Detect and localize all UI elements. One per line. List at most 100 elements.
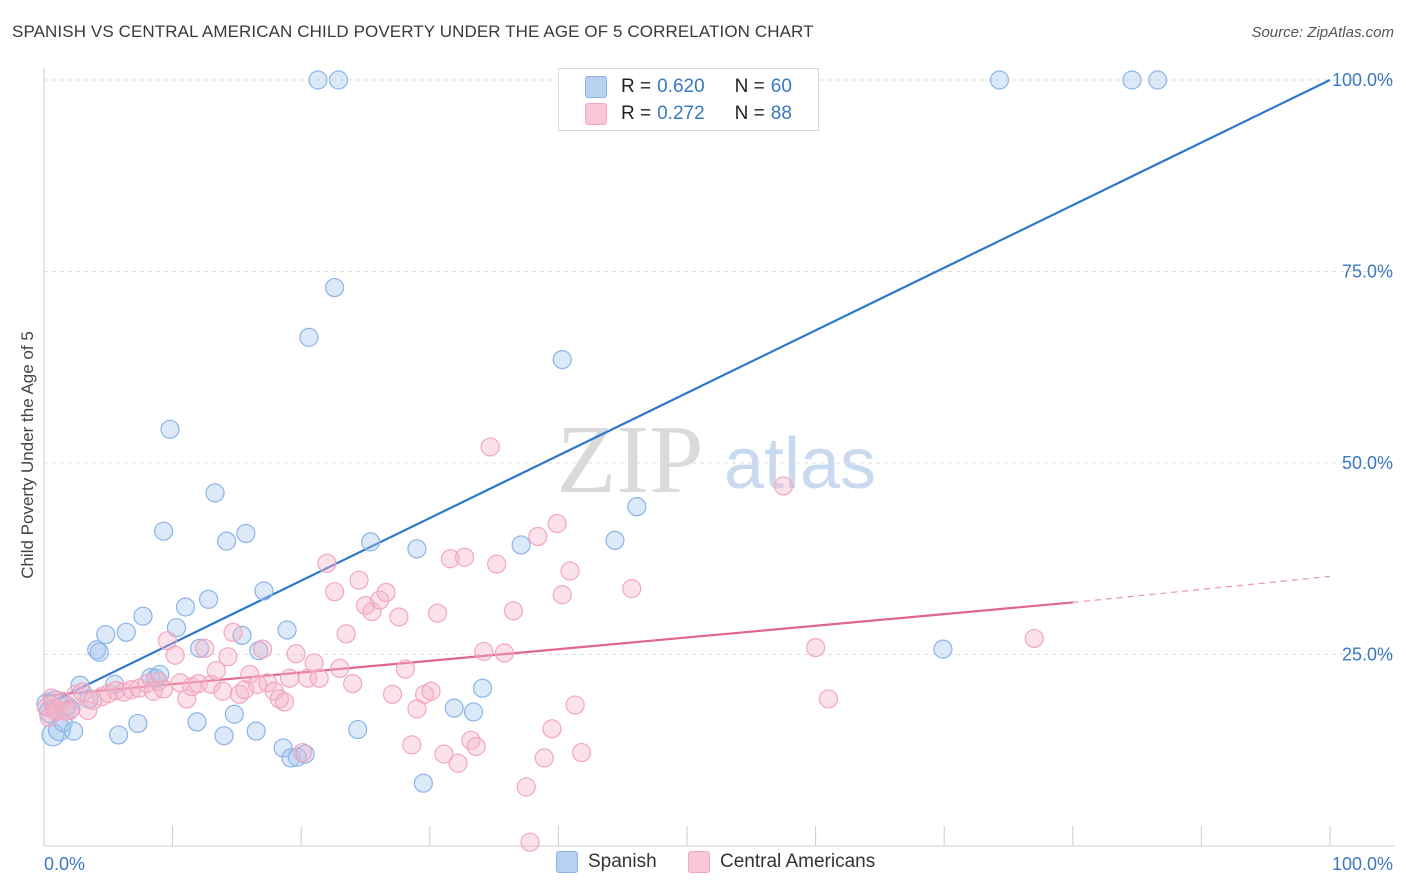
central-americans-point: [552, 585, 572, 605]
legend-label-spanish: Spanish: [588, 851, 657, 872]
spanish-point: [407, 539, 427, 559]
central-americans-point: [1024, 628, 1044, 649]
central-americans-point: [274, 692, 295, 712]
central-americans-point: [292, 742, 313, 763]
spanish-point: [160, 419, 180, 439]
x-tick-label: 0.0%: [44, 854, 85, 874]
central-americans-point: [547, 513, 567, 534]
n-label: N =: [734, 103, 765, 124]
spanish-trend-line: [43, 79, 1331, 707]
spanish-point: [552, 349, 572, 370]
central-americans-point: [542, 719, 562, 739]
correlation-legend: R = 0.620 N = 60 R = 0.272 N = 88: [558, 68, 819, 131]
spanish-point: [217, 531, 237, 551]
central-americans-point: [195, 638, 215, 658]
central-americans-point: [622, 579, 642, 599]
legend-item-spanish[interactable]: Spanish: [556, 851, 657, 873]
spanish-point: [328, 70, 349, 90]
central-americans-point: [60, 700, 80, 721]
central-americans-point: [114, 682, 134, 702]
spanish-swatch: [585, 76, 607, 98]
central-americans-point: [206, 660, 226, 681]
central-americans-point: [520, 832, 540, 852]
spanish-point: [199, 589, 219, 609]
spanish-point: [299, 327, 319, 347]
central-americans-point: [571, 742, 592, 763]
central-americans-point: [286, 644, 306, 664]
central-americans-point: [177, 689, 197, 709]
spanish-point: [214, 726, 234, 746]
central-americans-point: [818, 689, 839, 709]
watermark-zip: ZIP: [557, 406, 704, 514]
central-americans-point: [325, 582, 345, 602]
central-americans-point: [528, 526, 548, 547]
central-americans-point: [474, 641, 494, 662]
central-americans-point: [223, 622, 243, 642]
spanish-point: [236, 523, 256, 544]
y-tick-label: 100.0%: [1332, 70, 1393, 90]
spanish-point: [281, 748, 301, 768]
x-tick-label: 100.0%: [1332, 854, 1393, 874]
spanish-point: [153, 521, 174, 541]
series-legend: Spanish Central Americans: [0, 851, 1406, 877]
central-americans-point: [487, 554, 507, 574]
spanish-point: [933, 639, 953, 659]
spanish-point: [96, 624, 116, 645]
spanish-point: [205, 483, 225, 503]
n-label: N =: [734, 76, 765, 97]
legend-item-central-americans[interactable]: Central Americans: [688, 851, 875, 873]
spanish-point: [273, 738, 293, 758]
central-americans-point: [235, 680, 255, 700]
spanish-point: [128, 713, 148, 734]
central-americans-point: [382, 684, 403, 704]
central-americans-point: [253, 639, 273, 659]
central-americans-point: [560, 561, 580, 581]
central-americans-point: [218, 647, 238, 667]
chart-title: SPANISH VS CENTRAL AMERICAN CHILD POVERT…: [12, 22, 814, 41]
central-americans-point: [534, 748, 554, 768]
central-americans-point: [466, 736, 486, 757]
spanish-point: [87, 640, 107, 660]
y-tick-label: 25.0%: [1342, 645, 1393, 665]
spanish-point: [187, 712, 207, 732]
watermark-atlas: atlas: [724, 424, 876, 504]
central-americans-point: [376, 582, 396, 603]
central-americans-point: [565, 695, 585, 715]
central-americans-point: [44, 698, 64, 718]
spanish-point: [444, 698, 464, 718]
central-americans-swatch: [585, 103, 607, 125]
y-tick-label: 50.0%: [1342, 453, 1393, 473]
spanish-point: [308, 70, 328, 90]
central-americans-trend-extension: [1072, 575, 1331, 604]
central-americans-point: [421, 681, 441, 701]
spanish-point: [254, 581, 274, 601]
central-americans-point: [370, 590, 390, 610]
spanish-point: [224, 704, 244, 724]
central-americans-point: [213, 681, 233, 701]
central-americans-point: [503, 601, 523, 621]
central-americans-point: [461, 730, 481, 750]
central-americans-point: [269, 689, 289, 709]
central-americans-point: [153, 679, 174, 699]
central-americans-point: [330, 658, 350, 678]
legend-row-spanish: R = 0.620 N = 60: [585, 74, 792, 100]
spanish-point: [1122, 70, 1142, 90]
spanish-point: [348, 719, 368, 740]
central-americans-point: [448, 753, 468, 773]
central-americans-point: [349, 570, 369, 590]
central-americans-point: [336, 624, 356, 644]
spanish-point: [166, 618, 187, 638]
legend-row-central-americans: R = 0.272 N = 88: [585, 101, 792, 127]
spanish-point: [246, 721, 266, 741]
central-americans-point: [39, 707, 59, 727]
n-value: 60: [770, 76, 792, 97]
spanish-point: [605, 530, 625, 550]
spanish-swatch: [556, 851, 578, 873]
central-americans-point: [165, 645, 185, 665]
central-americans-point: [362, 602, 382, 622]
central-americans-point: [240, 664, 260, 685]
central-americans-point: [395, 659, 415, 679]
central-americans-point: [78, 700, 98, 721]
spanish-point: [116, 622, 136, 642]
